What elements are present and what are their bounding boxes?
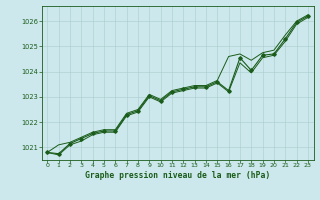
- X-axis label: Graphe pression niveau de la mer (hPa): Graphe pression niveau de la mer (hPa): [85, 171, 270, 180]
